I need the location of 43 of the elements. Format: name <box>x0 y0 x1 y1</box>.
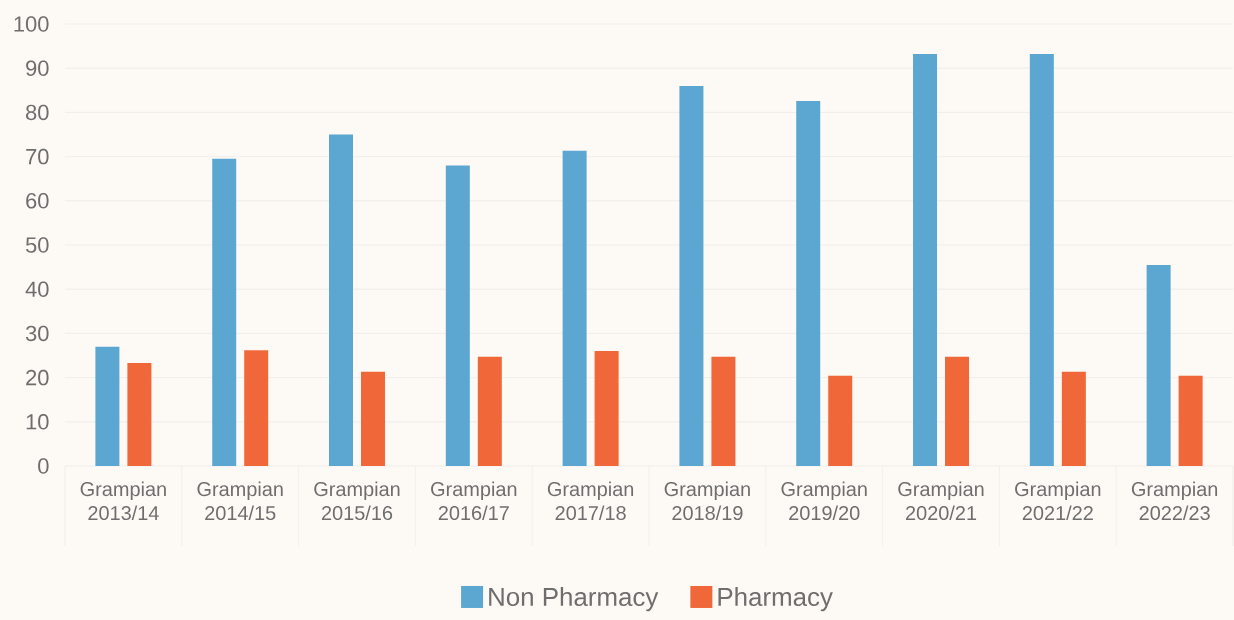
y-tick-label: 10 <box>26 414 49 430</box>
bar <box>212 158 237 466</box>
x-tick-label: Grampian 2020/21 <box>898 481 984 521</box>
bar <box>244 350 269 466</box>
x-tick-label: Grampian 2015/16 <box>314 481 400 521</box>
bar <box>828 375 853 466</box>
bar <box>679 85 704 466</box>
bar <box>477 356 502 466</box>
y-tick-label: 30 <box>25 325 49 342</box>
x-tick-label: Grampian 2016/17 <box>431 481 517 521</box>
bar <box>95 346 120 466</box>
bar <box>562 150 587 466</box>
y-tick-label: 60 <box>26 193 49 209</box>
x-tick-label: Grampian 2018/19 <box>664 481 750 521</box>
bar <box>1029 54 1054 466</box>
bar <box>711 356 736 466</box>
x-tick-label: Grampian 2022/23 <box>1131 481 1218 521</box>
bar <box>127 363 152 466</box>
bar <box>594 351 619 466</box>
y-tick-label: 0 <box>38 458 49 474</box>
legend-label: Non Pharmacy <box>489 587 659 612</box>
x-tick-label: Grampian 2017/18 <box>547 481 634 521</box>
legend-label: Pharmacy <box>718 587 833 612</box>
y-tick-label: 80 <box>26 104 49 121</box>
bar <box>1146 264 1171 466</box>
y-tick-label: 70 <box>26 148 49 165</box>
y-tick-label: 20 <box>26 369 49 386</box>
bar <box>796 100 821 466</box>
x-tick-label: Grampian 2013/14 <box>80 481 166 521</box>
bar <box>329 134 354 466</box>
bar <box>1178 375 1203 466</box>
x-tick-label: Grampian 2021/22 <box>1015 481 1101 521</box>
x-tick-label: Grampian 2014/15 <box>197 481 283 521</box>
y-tick-label: 50 <box>25 237 49 253</box>
bar <box>445 165 470 466</box>
y-tick-label: 40 <box>25 281 49 297</box>
bar <box>913 54 938 466</box>
y-tick-label: 100 <box>14 16 49 32</box>
bar <box>361 371 386 466</box>
bar <box>1061 371 1086 466</box>
x-tick-label: Grampian 2019/20 <box>781 481 867 521</box>
y-tick-label: 90 <box>26 60 49 76</box>
bar <box>945 356 970 466</box>
